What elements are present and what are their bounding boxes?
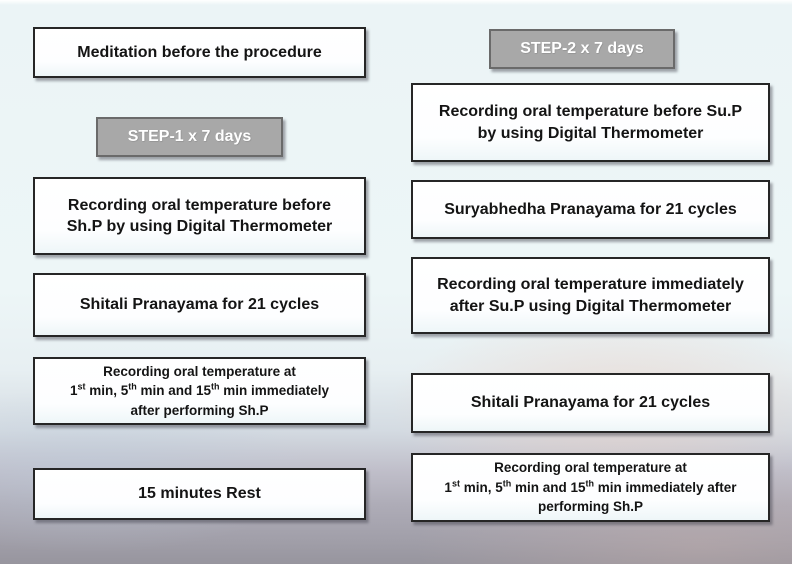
box-text-line2: Sh.P by using Digital Thermometer — [66, 218, 333, 235]
box-shitali-pranayama-right: Shitali Pranayama for 21 cycles — [411, 373, 770, 433]
box-text: 15 minutes Rest — [138, 485, 261, 503]
box-15-minutes-rest: 15 minutes Rest — [33, 468, 366, 520]
box-text: Shitali Pranayama for 21 cycles — [470, 394, 711, 412]
box-text-line1: Recording oral temperature at — [103, 363, 296, 379]
step2-label: STEP-2 x 7 days — [520, 40, 644, 57]
box-record-temp-before-sup: Recording oral temperature before Su.P b… — [411, 83, 770, 162]
box-text: Meditation before the procedure — [77, 43, 322, 61]
box-text: Shitali Pranayama for 21 cycles — [79, 296, 320, 314]
box-record-temp-before-shp: Recording oral temperature before Sh.P b… — [33, 177, 366, 255]
step2-banner: STEP-2 x 7 days — [489, 29, 675, 69]
box-text-line2: after Su.P using Digital Thermometer — [449, 297, 732, 315]
box-meditation-before-procedure: Meditation before the procedure — [33, 27, 366, 78]
box-text-line2: 1st min, 5th min and 15th min immediatel… — [69, 381, 330, 399]
box-record-temp-after-sup: Recording oral temperature immediately a… — [411, 257, 770, 334]
box-text-line3: performing Sh.P — [537, 499, 643, 515]
box-suryabhedha-pranayama: Suryabhedha Pranayama for 21 cycles — [411, 180, 770, 239]
box-record-temp-timepoints-left: Recording oral temperature at 1st min, 5… — [33, 357, 366, 425]
box-text-line2: by using Digital Thermometer — [477, 124, 704, 142]
box-text-line1: Recording oral temperature before Su.P — [438, 103, 743, 121]
box-shitali-pranayama-left: Shitali Pranayama for 21 cycles — [33, 273, 366, 337]
box-text-line1: Recording oral temperature at — [494, 460, 687, 476]
box-text-line1: Recording oral temperature immediately — [437, 276, 744, 294]
box-text: Suryabhedha Pranayama for 21 cycles — [444, 200, 737, 218]
step1-banner: STEP-1 x 7 days — [96, 117, 283, 157]
box-text-line3: after performing Sh.P — [130, 402, 269, 418]
box-record-temp-timepoints-right: Recording oral temperature at 1st min, 5… — [411, 453, 770, 522]
box-text-line2: 1st min, 5th min and 15th min immediatel… — [444, 478, 737, 495]
step1-label: STEP-1 x 7 days — [127, 128, 252, 145]
box-text-line1: Recording oral temperature before — [67, 196, 332, 214]
